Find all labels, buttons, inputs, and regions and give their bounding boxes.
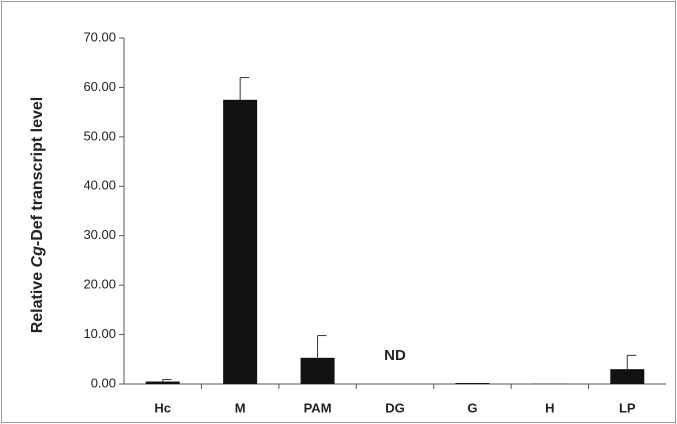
y-tick-label: 70.00 <box>83 29 116 44</box>
x-tick-label: M <box>235 400 246 415</box>
y-tick-label: 50.00 <box>83 128 116 143</box>
bar <box>145 381 180 384</box>
bar <box>455 383 490 384</box>
x-tick-label: G <box>467 400 477 415</box>
x-tick-label: LP <box>619 400 636 415</box>
y-label-part: Relative <box>29 267 46 333</box>
y-tick-label: 20.00 <box>83 277 116 292</box>
bar <box>610 369 645 384</box>
bar <box>300 357 335 384</box>
x-tick-label: DG <box>385 400 405 415</box>
y-tick-label: 40.00 <box>83 178 116 193</box>
annotation: ND <box>384 347 406 364</box>
y-label-part: Cg <box>29 246 46 268</box>
y-tick-label: 60.00 <box>83 79 116 94</box>
x-tick-label: H <box>545 400 554 415</box>
x-tick-label: Hc <box>154 400 171 415</box>
y-label-part: -Def transcript level <box>29 97 46 246</box>
bar <box>223 99 258 385</box>
y-tick-label: 30.00 <box>83 227 116 242</box>
y-axis-label: Relative Cg-Def transcript level <box>29 97 46 334</box>
y-tick-label: 10.00 <box>83 326 116 341</box>
x-tick-label: PAM <box>304 400 332 415</box>
y-tick-label: 0.00 <box>91 375 116 390</box>
